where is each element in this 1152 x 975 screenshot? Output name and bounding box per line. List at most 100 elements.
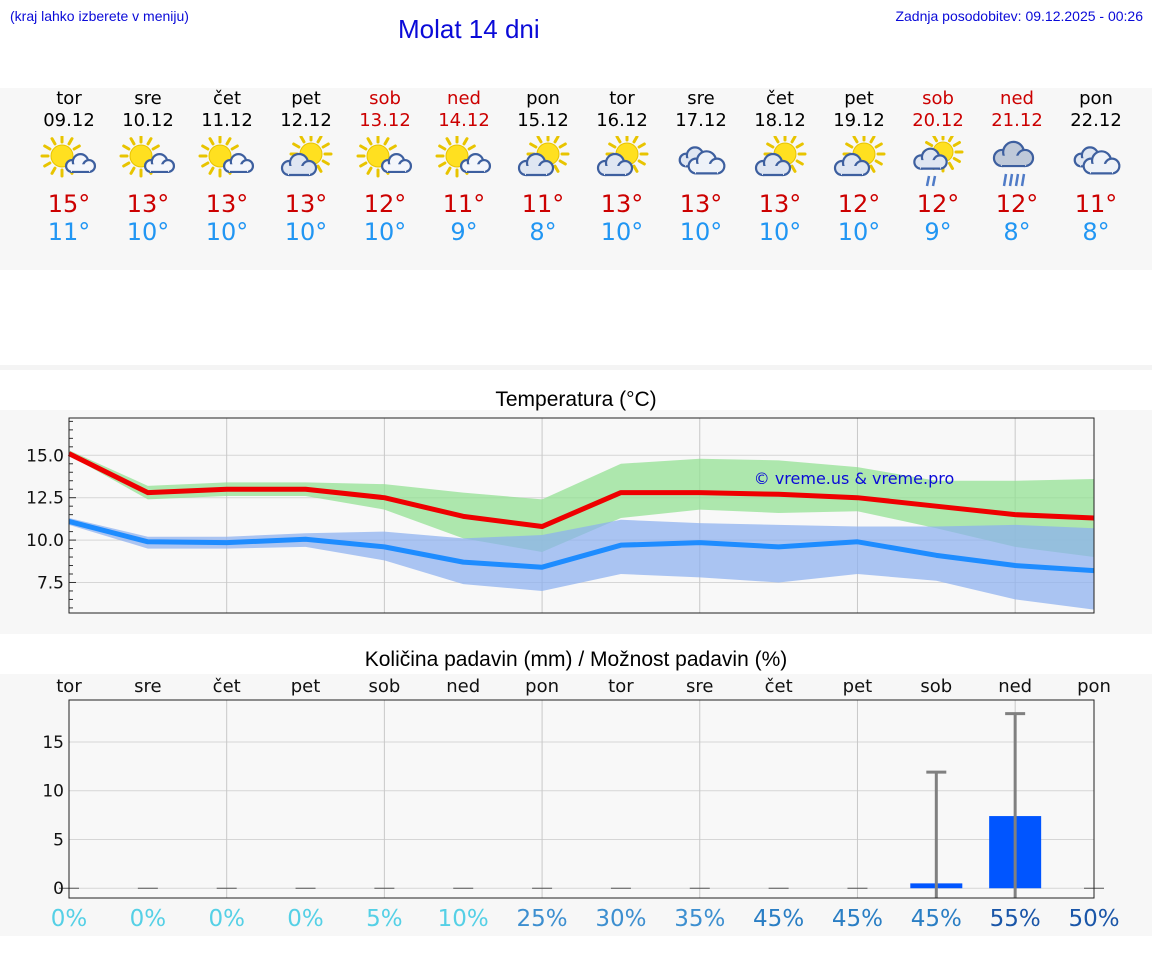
forecast-row: tor 09.12 15° 11° sre 10.12 13° 10° čet 11.12 13° 1…: [0, 88, 1152, 268]
day-date: 09.12: [43, 110, 95, 131]
y-tick-label: 7.5: [37, 573, 64, 593]
precipitation-probability: 55%: [990, 906, 1041, 932]
x-category-label: tor: [56, 676, 82, 697]
cloudy-icon: [1073, 146, 1121, 175]
day-date: 15.12: [517, 110, 569, 131]
precipitation-probability: 30%: [595, 906, 646, 932]
forecast-day: čet 11.12 13° 10°: [187, 88, 267, 246]
day-name: sob: [369, 88, 401, 109]
precipitation-probability: 10%: [438, 906, 489, 932]
y-tick-label: 15: [42, 733, 64, 753]
max-temperature: 11°: [1074, 190, 1118, 218]
day-date: 13.12: [359, 110, 411, 131]
min-temperature-line: [68, 519, 1095, 574]
forecast-day: čet 18.12 13° 10°: [740, 88, 820, 246]
cloud-sun-icon: [596, 136, 649, 177]
forecast-day: sre 17.12 13° 10°: [661, 88, 741, 246]
min-temperature: 10°: [679, 218, 723, 246]
forecast-day: ned 14.12 11° 9°: [424, 88, 504, 246]
x-category-label: čet: [213, 676, 241, 697]
forecast-day: ned 21.12 12° 8°: [977, 88, 1057, 246]
forecast-day: pet 19.12 12° 10°: [819, 88, 899, 246]
temperature-chart-title: Temperatura (°C): [495, 388, 657, 411]
precipitation-probability: 5%: [366, 906, 403, 932]
sun-cloud-icon: [40, 136, 97, 178]
cloudy-icon: [678, 146, 726, 175]
sun-cloud-icon: [119, 136, 176, 178]
forecast-day: pon 22.12 11° 8°: [1056, 88, 1136, 246]
min-temperature: 9°: [450, 218, 478, 246]
x-category-label: sre: [686, 676, 713, 697]
x-category-label: pet: [291, 676, 321, 697]
max-temperature-range: [69, 450, 1094, 558]
page-title: Molat 14 dni: [398, 14, 540, 44]
min-temperature: 10°: [758, 218, 802, 246]
x-category-label: pon: [1077, 676, 1111, 697]
precipitation-probability: 35%: [674, 906, 725, 932]
max-temperature: 13°: [758, 190, 802, 218]
temperature-chart: 15.0 12.5 10.0 7.5 © vreme.us & vreme.pro: [26, 417, 1095, 614]
day-name: pon: [526, 88, 560, 109]
plot-frame: [68, 699, 1095, 899]
location-menu-hint[interactable]: (kraj lahko izberete v meniju): [10, 8, 189, 24]
min-temperature: 10°: [363, 218, 407, 246]
cloud-sun-icon: [517, 136, 570, 177]
forecast-day: pet 12.12 13° 10°: [266, 88, 346, 246]
max-temperature: 12°: [916, 190, 960, 218]
last-updated: Zadnja posodobitev: 09.12.2025 - 00:26: [895, 8, 1143, 24]
sun-cloud-rain-icon: [913, 136, 964, 187]
max-temperature: 12°: [363, 190, 407, 218]
x-category-label: sre: [134, 676, 161, 697]
forecast-day: tor 16.12 13° 10°: [582, 88, 662, 246]
x-category-label: sob: [920, 676, 952, 697]
min-temperature: 10°: [600, 218, 644, 246]
min-temperature: 10°: [126, 218, 170, 246]
day-name: pet: [291, 88, 321, 109]
precipitation-probability: 0%: [208, 906, 245, 932]
sun-cloud-icon: [198, 136, 255, 178]
day-date: 14.12: [438, 110, 490, 131]
cloud-sun-icon: [833, 136, 886, 177]
precipitation-chart-title: Količina padavin (mm) / Možnost padavin …: [364, 648, 788, 671]
y-tick-label: 15.0: [26, 446, 64, 466]
min-temperature: 8°: [1003, 218, 1031, 246]
day-name: pon: [1079, 88, 1113, 109]
precipitation-probability: 25%: [517, 906, 568, 932]
x-category-label: ned: [998, 676, 1032, 697]
precipitation-probability: 0%: [287, 906, 324, 932]
y-tick-label: 10.0: [26, 531, 64, 551]
plot-frame: [68, 417, 1095, 614]
plot-area: [69, 700, 1094, 898]
precipitation-probability: 45%: [832, 906, 883, 932]
min-temperature: 11°: [47, 218, 91, 246]
x-category-label: čet: [765, 676, 793, 697]
x-category-label: ned: [446, 676, 480, 697]
forecast-day: sob 13.12 12° 10°: [345, 88, 425, 246]
day-name: sob: [922, 88, 954, 109]
watermark-link[interactable]: © vreme.us & vreme.pro: [754, 469, 955, 488]
max-temperature-line: [67, 451, 1095, 530]
day-name: tor: [56, 88, 82, 109]
day-date: 10.12: [122, 110, 174, 131]
forecast-day: pon 15.12 11° 8°: [503, 88, 583, 246]
cloud-rain-icon: [992, 140, 1035, 187]
day-date: 16.12: [596, 110, 648, 131]
divider: [0, 365, 1152, 370]
forecast-day: sre 10.12 13° 10°: [108, 88, 188, 246]
max-temperature: 12°: [837, 190, 881, 218]
min-temperature: 10°: [284, 218, 328, 246]
precipitation-probability: 50%: [1068, 906, 1119, 932]
max-temperature: 13°: [600, 190, 644, 218]
x-category-label: pon: [525, 676, 559, 697]
day-name: sre: [134, 88, 162, 109]
max-temperature: 13°: [284, 190, 328, 218]
day-name: sre: [687, 88, 715, 109]
forecast-day: tor 09.12 15° 11°: [29, 88, 109, 246]
day-date: 11.12: [201, 110, 253, 131]
day-name: čet: [765, 88, 795, 109]
forecast-day: sob 20.12 12° 9°: [898, 88, 978, 246]
day-date: 20.12: [912, 110, 964, 131]
min-temperature: 8°: [529, 218, 557, 246]
day-date: 21.12: [991, 110, 1043, 131]
y-tick-label: 5: [53, 830, 64, 850]
